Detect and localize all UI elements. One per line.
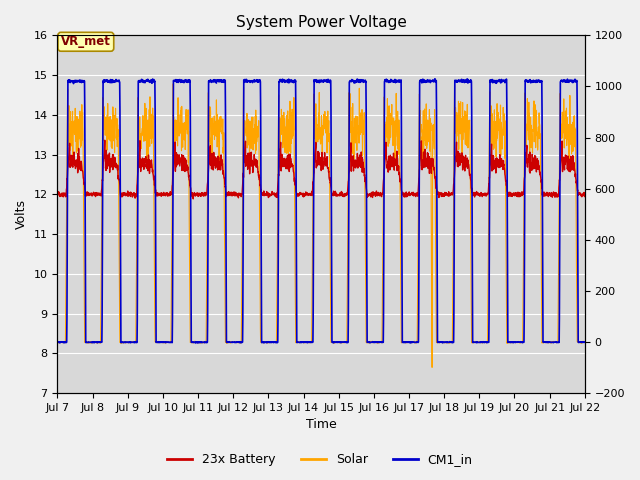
- Y-axis label: Volts: Volts: [15, 199, 28, 229]
- Legend: 23x Battery, Solar, CM1_in: 23x Battery, Solar, CM1_in: [163, 448, 477, 471]
- Title: System Power Voltage: System Power Voltage: [236, 15, 406, 30]
- X-axis label: Time: Time: [306, 419, 337, 432]
- Text: VR_met: VR_met: [61, 35, 111, 48]
